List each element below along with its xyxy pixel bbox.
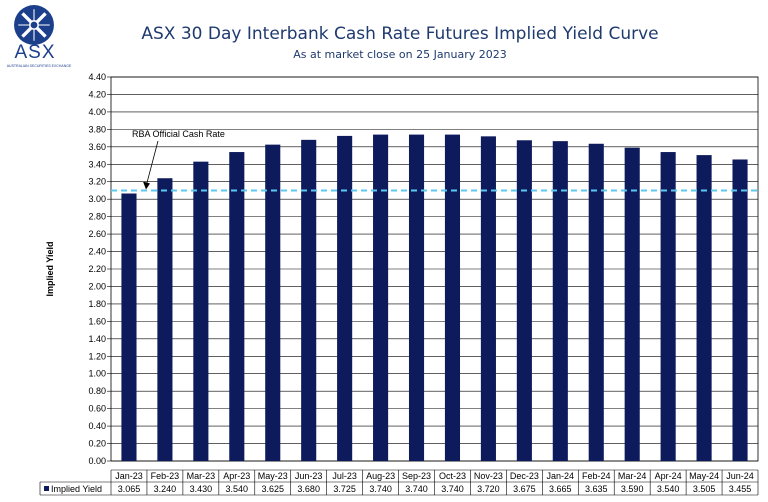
- bar: [373, 134, 389, 461]
- category-label: Apr-23: [223, 471, 250, 481]
- value-label: 3.725: [333, 484, 356, 494]
- y-tick-label: 4.40: [88, 72, 106, 82]
- category-label: Apr-24: [655, 471, 682, 481]
- bar: [265, 144, 281, 462]
- y-tick-label: 3.80: [88, 124, 106, 134]
- value-label: 3.665: [549, 484, 572, 494]
- y-tick-label: 2.80: [88, 212, 106, 222]
- value-label: 3.740: [441, 484, 464, 494]
- y-tick-label: 0.60: [88, 404, 106, 414]
- bar: [193, 161, 209, 461]
- bar: [444, 134, 461, 461]
- asx-logo-mark-icon: [14, 5, 54, 45]
- y-tick-label: 2.20: [88, 264, 106, 274]
- value-label: 3.625: [261, 484, 284, 494]
- annotation-arrow-line: [145, 140, 159, 187]
- y-tick-label: 0.40: [88, 421, 106, 431]
- y-tick-label: 3.20: [88, 177, 106, 187]
- value-label: 3.740: [405, 484, 428, 494]
- y-tick-label: 1.20: [88, 351, 106, 361]
- category-label: Oct-23: [439, 471, 466, 481]
- bar: [732, 159, 748, 462]
- category-label: Jul-23: [332, 471, 357, 481]
- category-label: May-23: [258, 471, 288, 481]
- legend-label: Implied Yield: [51, 484, 102, 494]
- value-label: 3.540: [657, 484, 680, 494]
- y-tick-label: 3.00: [88, 194, 106, 204]
- chart-subtitle: As at market close on 25 January 2023: [293, 48, 507, 61]
- value-label: 3.505: [693, 484, 716, 494]
- category-label: Feb-24: [582, 471, 611, 481]
- chart-title: ASX 30 Day Interbank Cash Rate Futures I…: [141, 24, 659, 44]
- category-label: Jun-23: [295, 471, 323, 481]
- value-label: 3.635: [585, 484, 608, 494]
- value-label: 3.065: [118, 484, 141, 494]
- category-label: Jan-24: [547, 471, 575, 481]
- value-label: 3.240: [154, 484, 177, 494]
- logo-text: ASX: [14, 42, 56, 63]
- category-label: Jun-24: [726, 471, 754, 481]
- y-tick-label: 0.20: [88, 439, 106, 449]
- y-tick-label: 0.80: [88, 386, 106, 396]
- value-label: 3.720: [477, 484, 500, 494]
- category-label: Feb-23: [151, 471, 180, 481]
- logo-subtext: AUSTRALIAN SECURITIES EXCHANGE: [6, 64, 72, 68]
- value-label: 3.740: [369, 484, 392, 494]
- bar: [552, 141, 568, 462]
- asx-logo: ASX AUSTRALIAN SECURITIES EXCHANGE: [0, 0, 78, 80]
- y-tick-label: 3.40: [88, 159, 106, 169]
- bar: [157, 178, 173, 461]
- bar: [696, 155, 712, 462]
- bar: [588, 143, 604, 461]
- annotation-arrow-head: [143, 181, 150, 190]
- category-label: Dec-23: [510, 471, 539, 481]
- bar: [229, 152, 245, 461]
- y-tick-label: 2.40: [88, 247, 106, 257]
- y-tick-label: 1.60: [88, 316, 106, 326]
- y-tick-label: 2.60: [88, 229, 106, 239]
- y-tick-label: 1.80: [88, 299, 106, 309]
- category-label: Nov-23: [474, 471, 503, 481]
- y-tick-label: 4.00: [88, 107, 106, 117]
- category-label: May-24: [689, 471, 719, 481]
- category-label: Mar-24: [618, 471, 647, 481]
- bar: [121, 193, 137, 461]
- value-label: 3.590: [621, 484, 644, 494]
- cash-rate-annotation: RBA Official Cash Rate: [132, 129, 225, 139]
- value-label: 3.675: [513, 484, 536, 494]
- y-tick-label: 3.60: [88, 142, 106, 152]
- value-label: 3.680: [297, 484, 320, 494]
- y-axis-label: Implied Yield: [45, 241, 55, 296]
- bar: [516, 140, 532, 462]
- category-label: Jan-23: [115, 471, 143, 481]
- legend-swatch: [44, 486, 49, 491]
- bar: [480, 136, 496, 461]
- bar: [624, 147, 640, 461]
- y-tick-label: 0.00: [88, 456, 106, 466]
- value-label: 3.455: [729, 484, 752, 494]
- category-label: Aug-23: [366, 471, 395, 481]
- value-label: 3.540: [226, 484, 249, 494]
- bar: [301, 139, 317, 461]
- bar: [337, 135, 353, 461]
- y-tick-label: 4.20: [88, 89, 106, 99]
- y-tick-label: 1.00: [88, 369, 106, 379]
- bar: [660, 152, 676, 461]
- category-label: Sep-23: [402, 471, 431, 481]
- value-label: 3.430: [190, 484, 213, 494]
- category-label: Mar-23: [187, 471, 216, 481]
- bar: [408, 134, 425, 461]
- y-tick-label: 2.00: [88, 281, 106, 291]
- plot-frame: [110, 76, 759, 462]
- y-tick-label: 1.40: [88, 334, 106, 344]
